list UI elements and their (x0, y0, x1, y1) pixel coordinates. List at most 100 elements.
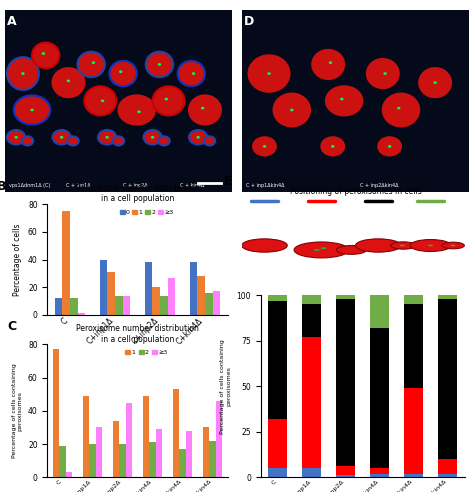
Bar (438, 474, 457, 477)
Legend: 0, 1, 2, ≥3: 0, 1, 2, ≥3 (117, 207, 176, 217)
Ellipse shape (383, 93, 419, 126)
Ellipse shape (178, 61, 205, 86)
Bar (126, 402, 132, 477)
Ellipse shape (144, 130, 162, 145)
Ellipse shape (21, 72, 25, 75)
Ellipse shape (378, 137, 401, 155)
Y-axis label: Percentage of cells containing
peroxisomes: Percentage of cells containing peroxisom… (220, 339, 231, 433)
Bar (107, 272, 115, 315)
Ellipse shape (101, 99, 104, 102)
Ellipse shape (7, 57, 39, 90)
Bar (216, 401, 222, 477)
Bar (62, 211, 70, 315)
Ellipse shape (204, 136, 215, 146)
Bar (123, 296, 130, 315)
Bar (370, 474, 389, 477)
Ellipse shape (22, 136, 33, 146)
Bar (119, 444, 126, 477)
Text: C + inp1Δkin4Δ: C + inp1Δkin4Δ (246, 183, 285, 188)
Ellipse shape (153, 86, 184, 116)
Bar (438, 299, 457, 459)
Ellipse shape (67, 80, 70, 82)
Bar (55, 298, 62, 315)
Ellipse shape (189, 130, 207, 145)
Bar (404, 388, 423, 474)
Ellipse shape (267, 72, 271, 75)
Ellipse shape (331, 145, 335, 148)
Bar (438, 459, 457, 474)
Ellipse shape (53, 130, 71, 145)
Ellipse shape (356, 239, 401, 252)
Ellipse shape (242, 239, 287, 252)
Ellipse shape (137, 110, 141, 113)
Ellipse shape (151, 136, 155, 139)
Ellipse shape (419, 68, 451, 97)
Bar (145, 262, 152, 315)
Ellipse shape (42, 52, 45, 55)
Text: C: C (8, 320, 17, 334)
Bar (186, 431, 192, 477)
Ellipse shape (263, 145, 266, 148)
Bar (302, 337, 321, 468)
Ellipse shape (201, 107, 204, 110)
Ellipse shape (192, 72, 195, 75)
Bar (89, 444, 96, 477)
Bar (59, 446, 66, 477)
Bar (370, 328, 389, 468)
Text: C + inp1Δ: C + inp1Δ (66, 183, 91, 188)
Ellipse shape (84, 86, 116, 116)
Bar (179, 449, 186, 477)
Ellipse shape (253, 137, 276, 155)
Bar (438, 295, 457, 299)
Bar (205, 293, 213, 315)
Ellipse shape (109, 61, 137, 86)
Bar (202, 428, 209, 477)
Text: vps1Δdnm1Δ (C): vps1Δdnm1Δ (C) (9, 183, 51, 188)
Ellipse shape (105, 136, 109, 139)
Ellipse shape (164, 98, 168, 100)
Ellipse shape (53, 68, 84, 97)
Ellipse shape (294, 242, 349, 258)
Text: B: B (0, 180, 7, 193)
Title: Peroxisome number distribution
in a cell population: Peroxisome number distribution in a cell… (76, 184, 199, 203)
Bar (404, 474, 423, 477)
Legend: 1, 2, ≥3: 1, 2, ≥3 (123, 347, 170, 358)
Title: Peroxisome number distribution
in a cell population: Peroxisome number distribution in a cell… (76, 324, 199, 343)
Bar (115, 296, 123, 315)
Text: C + kin4Δ: C + kin4Δ (180, 183, 204, 188)
Bar (66, 472, 73, 477)
Bar (156, 429, 163, 477)
Ellipse shape (321, 247, 327, 249)
Text: A: A (7, 15, 17, 29)
Bar (190, 262, 197, 315)
Y-axis label: Percentage of cells: Percentage of cells (13, 223, 22, 296)
Text: E: E (224, 175, 232, 187)
Bar (302, 468, 321, 477)
Title: Positioning of peroxisomes in cells: Positioning of peroxisomes in cells (290, 187, 421, 196)
Ellipse shape (391, 242, 416, 249)
Ellipse shape (119, 70, 122, 73)
Bar (149, 442, 156, 477)
Ellipse shape (397, 107, 401, 110)
Bar (143, 396, 149, 477)
Bar (78, 313, 85, 315)
Bar (70, 298, 78, 315)
Bar (173, 389, 179, 477)
Bar (197, 276, 205, 315)
Bar (268, 301, 287, 419)
Ellipse shape (273, 93, 310, 126)
Bar (336, 299, 355, 466)
Ellipse shape (383, 72, 387, 75)
Bar (302, 304, 321, 337)
Y-axis label: Percentage of cells containing
peroxisomes: Percentage of cells containing peroxisom… (11, 364, 22, 458)
Bar (268, 295, 287, 301)
Ellipse shape (113, 136, 124, 146)
Bar (53, 349, 59, 477)
Bar (152, 287, 160, 315)
Bar (112, 421, 119, 477)
Ellipse shape (78, 52, 105, 77)
Ellipse shape (196, 136, 200, 139)
Bar (213, 291, 220, 315)
Ellipse shape (7, 130, 25, 145)
Bar (336, 466, 355, 475)
